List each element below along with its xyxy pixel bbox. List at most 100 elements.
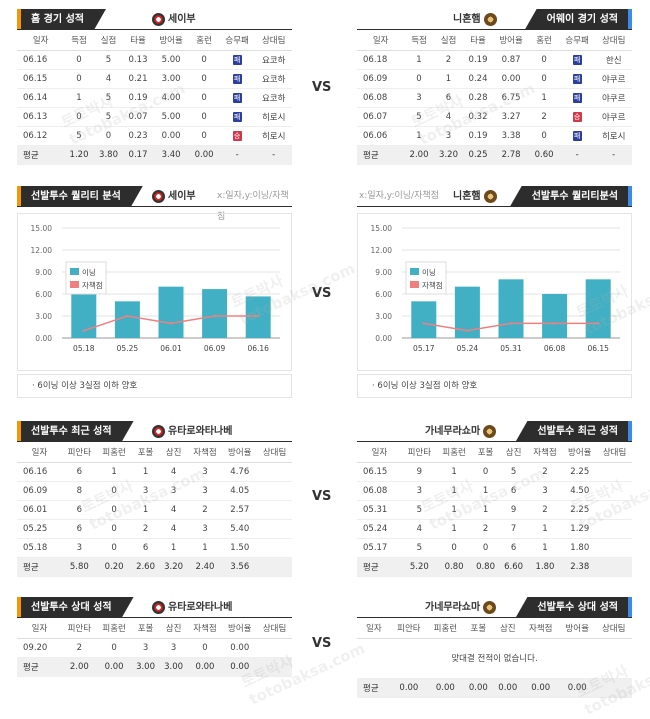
y-tick-label: 12.00 [31, 246, 53, 255]
right-versus-pitcher: 가네무라쇼마 [425, 597, 497, 618]
column-header: 홈런 [529, 30, 559, 51]
table-cell: 06.08 [357, 88, 405, 108]
column-header: 홈런 [189, 30, 219, 51]
result-badge: 패 [232, 92, 242, 103]
table-cell: 1 [436, 519, 472, 539]
table-cell: 6 [499, 481, 528, 501]
table-cell: 5 [93, 88, 124, 108]
legend-box [65, 261, 107, 295]
left-versus-panel: 선발투수 상대 성적 유타로와타나베 일자 피안타 피홈런 포볼 삼진 자책점 방어율 상대팀… [17, 597, 292, 677]
column-header: 상대팀 [255, 30, 292, 51]
right-recent-table: 일자 피안타 피홈런 포볼 삼진 자책점 방어율 상대팀 06.15 9 1 0 5 2 2.25 06.08… [357, 442, 632, 577]
table-cell [257, 519, 292, 539]
column-header: 피홈런 [96, 442, 132, 463]
table-cell: 2 [529, 107, 559, 127]
y-tick-label: 3.00 [35, 312, 52, 321]
table-cell [257, 481, 292, 501]
table-row: 06.09 0 1 0.24 0.00 0 패 야쿠르 [357, 69, 632, 89]
earned-runs-point [213, 314, 216, 318]
result-badge: 패 [572, 92, 582, 103]
table-cell: 0 [96, 519, 132, 539]
away-record-panel: 니혼햄 어웨이 경기 성적 일자 득점 실점 타율 방어율 홈런 승무패 상대팀 06.18 1 2… [357, 9, 632, 165]
table-cell: 0.24 [463, 69, 493, 89]
earned-runs-point [597, 322, 600, 325]
average-cell: 2.00 [404, 145, 434, 165]
right-versus-table: 일자 피안타 피홈런 포볼 삼진 자책점 방어율 상대팀 맞대결 전적이 없습니다. 평균 0.00… [357, 618, 632, 698]
x-tick-label: 05.31 [500, 344, 522, 353]
y-tick-label: 15.00 [371, 224, 393, 233]
innings-bar [202, 289, 228, 338]
table-row: 06.07 5 4 0.32 3.27 2 승 야쿠르 [357, 107, 632, 127]
column-header: 피안타 [401, 442, 437, 463]
table-cell: 05.25 [17, 519, 62, 539]
table-cell: 1 [433, 69, 464, 89]
table-cell: 06.06 [357, 126, 405, 146]
earned-runs-point [466, 329, 469, 332]
away-record-header: 니혼햄 어웨이 경기 성적 [357, 9, 632, 30]
table-cell [597, 538, 632, 558]
average-row: 평균 2.00 3.20 0.25 2.78 0.60- - [357, 145, 632, 165]
table-cell: 4 [401, 519, 437, 539]
column-header: 피안타 [61, 442, 97, 463]
average-cell: 0.00 [522, 678, 559, 698]
left-recent-pitcher: 유타로와타나베 [152, 421, 232, 442]
legend-innings-label: 이닝 [422, 267, 436, 277]
table-cell: 요코하 [255, 88, 292, 108]
legend-innings-label: 이닝 [82, 267, 96, 277]
table-cell: 3.38 [492, 126, 530, 146]
right-versus-panel: 가네무라쇼마 선발투수 상대 성적 일자 피안타 피홈런 포볼 삼진 자책점 방어율 상대팀 맞… [357, 597, 632, 698]
left-quality-chart-svg: 0.00 3.00 6.00 9.00 12.00 15.00 05.18 05.25 06.0… [31, 224, 280, 353]
table-cell: 히로시 [255, 107, 292, 127]
table-cell: 4 [159, 519, 188, 539]
column-header: 일자 [17, 30, 65, 51]
legend-er-label: 자책점 [422, 280, 443, 290]
y-tick-label: 9.00 [35, 268, 52, 277]
nipponham-emblem-icon [483, 601, 497, 614]
axis-note: x:일자,y:이닝/자책점 [217, 191, 289, 222]
average-cell: - [255, 145, 292, 165]
average-cell: 2.78 [492, 145, 530, 165]
average-row: 평균 0.00 0.00 0.00 0.00 0.00 0.00 [357, 678, 632, 698]
x-tick-label: 06.16 [247, 344, 269, 353]
table-cell: 8 [61, 481, 97, 501]
axis-note: x:일자,y:이닝/자책점 [359, 191, 439, 201]
average-cell: - [595, 145, 632, 165]
table-cell: 2 [527, 500, 563, 520]
table-cell: 0 [436, 538, 472, 558]
column-header: 삼진 [499, 442, 528, 463]
y-tick-label: 6.00 [35, 290, 52, 299]
y-tick-label: 15.00 [31, 224, 53, 233]
left-quality-header: 선발투수 퀄리티 분석 세이부 x:일자,y:이닝/자책점 [17, 186, 292, 222]
average-cell: 0.00 [558, 678, 596, 698]
table-cell [257, 500, 292, 520]
average-row: 평균 5.20 0.80 0.80 6.60 1.80 2.38 [357, 557, 632, 577]
right-quality-header: x:일자,y:이닝/자책점 니혼햄 선발투수 퀄리티분석 [357, 186, 632, 207]
column-header: 피홈런 [427, 618, 464, 639]
average-cell: 2.60 [131, 557, 160, 577]
table-cell: 0 [64, 69, 94, 89]
column-header: 방어율 [152, 30, 190, 51]
column-header: 포볼 [463, 618, 494, 639]
table-cell: 요코하 [255, 50, 292, 70]
table-cell: 2 [187, 500, 223, 520]
column-header: 득점 [64, 30, 94, 51]
average-cell: 0.00 [427, 678, 464, 698]
average-cell: 5.20 [401, 557, 437, 577]
average-cell: 0.00 [390, 678, 428, 698]
column-header: 득점 [404, 30, 434, 51]
column-header: 포볼 [471, 442, 500, 463]
earned-runs-point [169, 322, 173, 325]
table-row: 09.20 2 0 3 3 0 0.00 [17, 638, 292, 658]
table-cell: 6 [61, 462, 97, 482]
x-tick-label: 05.18 [73, 344, 95, 353]
average-cell: 3.56 [222, 557, 258, 577]
table-row: 06.08 3 6 0.28 6.75 1 패 야쿠르 [357, 88, 632, 108]
table-cell: 한신 [595, 50, 632, 70]
table-cell: 06.07 [357, 107, 405, 127]
table-cell: 0 [529, 69, 559, 89]
y-tick-label: 12.00 [371, 246, 393, 255]
table-cell: 5.00 [152, 50, 190, 70]
table-cell: 3 [159, 481, 188, 501]
column-header: 타율 [123, 30, 153, 51]
legend-er-label: 자책점 [82, 280, 103, 290]
